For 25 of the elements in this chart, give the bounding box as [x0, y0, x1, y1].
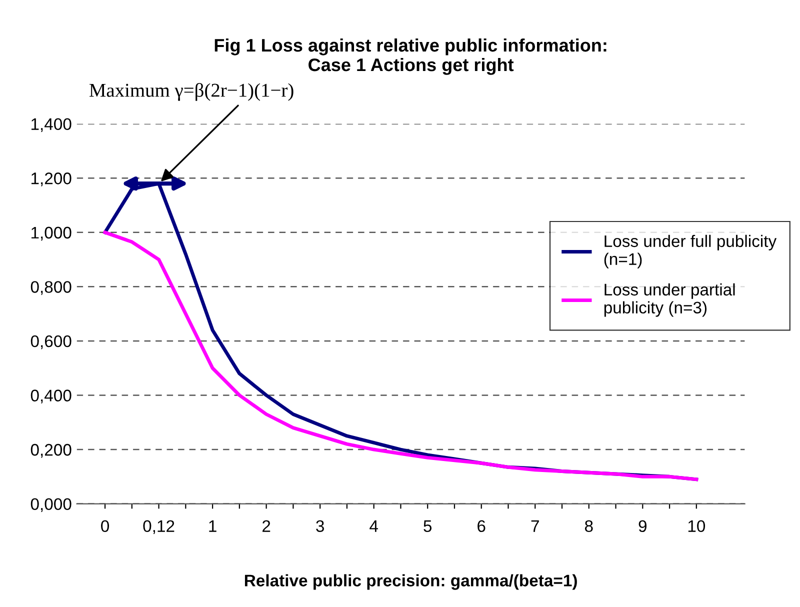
x-tick-label: 4 [370, 520, 378, 532]
x-tick-label: 6 [478, 520, 486, 532]
y-tick-label: 1,000 [32, 226, 72, 241]
x-tick-label: 0,12 [143, 520, 174, 534]
legend-label: Loss under partial publicity (n=3) [604, 283, 735, 317]
y-tick-label: 0,200 [30, 444, 72, 458]
x-tick-label: 0 [101, 520, 110, 532]
y-tick-label: 1,200 [32, 172, 72, 186]
chart-title: Fig 1 Loss against relative public information: Case 1 Actions get right [214, 38, 606, 75]
y-tick-label: 0,400 [30, 390, 72, 404]
y-tick-label: 0,800 [30, 281, 72, 295]
x-tick-label: 5 [424, 520, 432, 532]
x-tick-label: 3 [316, 520, 324, 532]
y-tick-label: 0,600 [30, 335, 72, 350]
x-tick-label: 7 [531, 520, 539, 532]
x-axis-title: Relative public precision: gamma/(beta=1) [244, 574, 577, 590]
y-tick-label: 0,000 [30, 498, 72, 512]
x-tick-label: 8 [584, 520, 593, 532]
x-tick-label: 9 [638, 520, 646, 532]
annotation: Maximum γ=β(2r−1)(1−r) [89, 82, 294, 101]
x-tick-label: 1 [209, 520, 216, 532]
x-tick-label: 2 [262, 520, 270, 532]
x-tick-label: 10 [688, 520, 706, 532]
y-tick-label: 1,400 [32, 118, 72, 132]
legend-label: Loss under full publicity (n=1) [604, 234, 777, 268]
